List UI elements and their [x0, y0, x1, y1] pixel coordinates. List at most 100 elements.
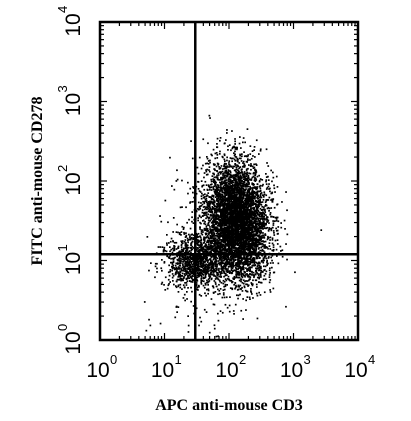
event-dot [224, 232, 226, 234]
event-dot [215, 186, 217, 188]
event-dot [264, 268, 266, 271]
event-dot [206, 208, 208, 211]
event-dot [230, 265, 233, 268]
event-dot [232, 263, 234, 266]
event-dot [238, 272, 240, 274]
event-dot [251, 195, 254, 197]
event-dot [230, 223, 232, 225]
event-dot [257, 199, 260, 202]
event-dot [226, 202, 229, 204]
event-dot [224, 190, 227, 193]
event-dot [210, 221, 213, 224]
event-dot [212, 213, 214, 216]
event-dot [215, 165, 218, 168]
event-dot [211, 175, 214, 177]
event-dot [204, 229, 206, 232]
event-dot [239, 245, 242, 247]
event-dot [226, 271, 229, 273]
event-dot [231, 239, 234, 242]
event-dot [211, 154, 213, 157]
event-dot [260, 196, 263, 199]
event-dot [264, 234, 267, 237]
event-dot [217, 192, 220, 195]
event-dot [247, 154, 249, 156]
event-dot [205, 169, 207, 171]
event-dot [237, 260, 239, 263]
event-dot [251, 182, 254, 185]
event-dot [191, 236, 193, 239]
event-dot [263, 213, 266, 216]
event-dot [248, 251, 251, 254]
event-dot [264, 209, 266, 212]
event-dot [209, 161, 211, 164]
event-dot [235, 273, 237, 275]
event-dot [237, 239, 240, 242]
event-dot [216, 205, 218, 208]
event-dot [266, 261, 268, 263]
event-dot [268, 183, 270, 185]
event-dot [245, 227, 247, 230]
event-dot [230, 247, 233, 250]
event-dot [253, 251, 255, 254]
event-dot [243, 210, 245, 213]
event-dot [228, 160, 231, 162]
event-dot [240, 209, 243, 212]
event-dot [238, 200, 241, 202]
event-dot [252, 155, 254, 157]
event-dot [232, 181, 235, 184]
event-dot [241, 290, 244, 292]
event-dot [216, 244, 218, 246]
event-dot [253, 179, 256, 182]
event-dot [229, 173, 232, 176]
event-dot [280, 226, 283, 229]
event-dot [230, 203, 232, 206]
event-dot [212, 188, 215, 191]
event-dot [230, 193, 233, 196]
event-dot [229, 183, 231, 186]
event-dot [226, 175, 228, 177]
event-dot [267, 247, 269, 250]
event-dot [250, 215, 253, 218]
event-dot [263, 244, 265, 247]
event-dot [232, 249, 234, 252]
event-dot [265, 204, 267, 206]
event-dot [264, 211, 267, 214]
event-dot [268, 207, 271, 210]
event-dot [251, 283, 254, 285]
event-dot [249, 214, 252, 217]
event-dot [247, 249, 249, 252]
event-dot [261, 237, 264, 239]
event-dot [256, 244, 258, 246]
event-dot [244, 289, 247, 292]
event-dot [237, 211, 240, 213]
event-dot [225, 165, 227, 168]
event-dot [219, 280, 221, 283]
event-dot [250, 163, 252, 165]
event-dot [225, 181, 227, 184]
event-dot [199, 235, 201, 237]
event-dot [264, 240, 267, 243]
event-dot [267, 220, 269, 222]
event-dot [224, 160, 226, 162]
event-dot [254, 174, 256, 177]
event-dot [233, 176, 235, 179]
event-dot [264, 227, 267, 230]
event-dot [217, 221, 219, 224]
event-dot [205, 195, 208, 198]
event-dot [204, 212, 206, 215]
event-dot [235, 271, 238, 273]
event-dot [243, 285, 246, 288]
event-dot [215, 227, 218, 229]
event-dot [252, 225, 255, 228]
event-dot [264, 244, 266, 246]
event-dot [220, 250, 222, 253]
event-dot [212, 187, 215, 189]
event-dot [251, 270, 253, 273]
event-dot [254, 224, 257, 227]
event-dot [260, 217, 263, 220]
event-dot [237, 273, 240, 275]
event-dot [257, 217, 259, 220]
event-dot [228, 223, 230, 226]
event-dot [238, 232, 241, 235]
event-dot [223, 255, 225, 258]
